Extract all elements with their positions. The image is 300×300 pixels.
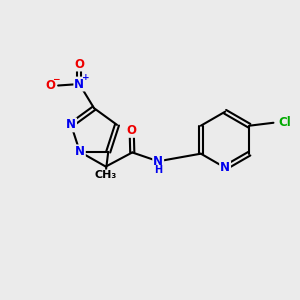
Text: N: N — [153, 155, 163, 168]
Text: N: N — [75, 146, 85, 158]
Text: CH₃: CH₃ — [94, 170, 116, 180]
Text: O: O — [74, 58, 84, 70]
Text: Cl: Cl — [279, 116, 292, 129]
Text: H: H — [154, 164, 162, 175]
Text: O: O — [127, 124, 137, 137]
Text: −: − — [52, 74, 59, 83]
Text: O: O — [45, 79, 55, 92]
Text: N: N — [66, 118, 76, 131]
Text: +: + — [82, 73, 90, 82]
Text: N: N — [74, 77, 84, 91]
Text: N: N — [220, 161, 230, 174]
